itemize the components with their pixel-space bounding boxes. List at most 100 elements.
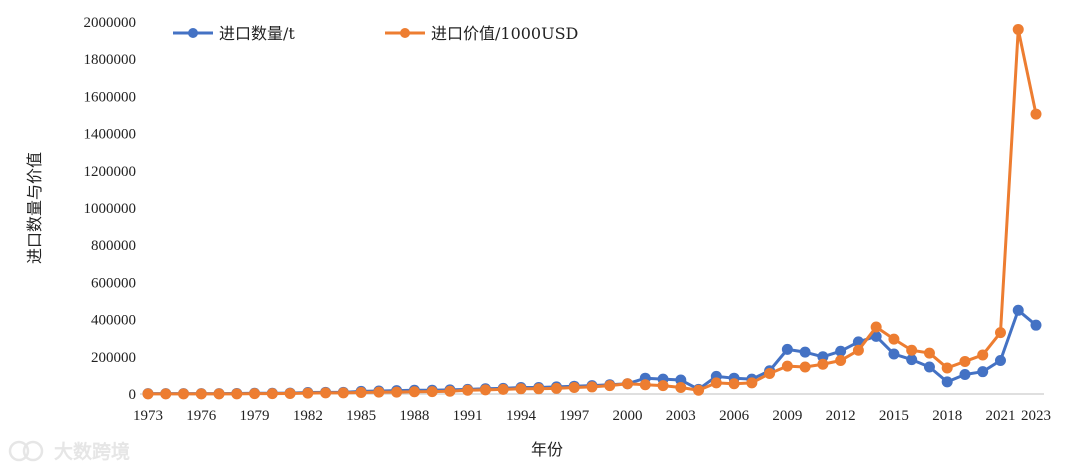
series-1-point-2019 [959,355,971,367]
series-1-point-1998 [586,381,598,393]
series-1-point-2016 [906,344,918,356]
series-0-point-2014 [870,330,882,342]
series-1-point-1976 [195,388,207,400]
legend-marker-value [400,28,410,38]
series-1-point-1989 [426,386,438,398]
legend-entry-quantity: 进口数量/t [173,24,295,43]
series-1-point-2006 [728,378,740,390]
series-layer [142,23,1042,400]
x-tick-label-1: 1976 [186,408,217,424]
x-tick-label-0: 1973 [133,408,163,424]
series-1-point-2017 [923,347,935,359]
y-tick-label-7: 1400000 [84,127,137,143]
series-0-point-2012 [835,345,847,357]
series-1-point-2014 [870,321,882,333]
series-1-point-1980 [266,388,278,400]
x-tick-label-2: 1979 [240,408,270,424]
series-1-point-1973 [142,388,154,400]
legend-marker-quantity [188,28,198,38]
series-1-point-1990 [444,385,456,397]
x-tick-label-9: 2000 [613,408,643,424]
series-0-point-2009 [781,343,793,355]
legend-entry-value: 进口价值/1000USD [385,24,578,43]
series-1-point-1977 [213,388,225,400]
y-tick-label-4: 800000 [91,238,136,254]
series-1-point-2011 [817,358,829,370]
series-1-point-2003 [675,381,687,393]
series-1-point-1996 [550,382,562,394]
y-tick-label-8: 1600000 [84,89,137,105]
y-tick-label-6: 1200000 [84,164,137,180]
series-1-point-2009 [781,360,793,372]
series-1-point-1992 [479,384,491,396]
series-1-point-1987 [391,386,403,398]
series-0-point-2018 [941,376,953,388]
series-1-point-1984 [337,387,349,399]
series-1-point-1999 [604,380,616,392]
x-tick-label-17: 2023 [1021,408,1051,424]
series-1-point-1994 [515,383,527,395]
series-1-point-2023 [1030,108,1042,120]
series-1-point-2005 [710,377,722,389]
series-0-point-2023 [1030,319,1042,331]
x-tick-label-5: 1988 [399,408,429,424]
series-1-point-2013 [852,344,864,356]
legend: 进口数量/t 进口价值/1000USD [173,24,578,43]
series-1-point-1981 [284,387,296,399]
series-1-point-2010 [799,361,811,373]
series-0-point-2019 [959,368,971,380]
series-1-point-2018 [941,362,953,374]
y-axis-title: 进口数量与价值 [25,152,44,264]
series-1-point-1983 [320,387,332,399]
series-0-point-2010 [799,346,811,358]
series-0-point-2022 [1012,304,1024,316]
tick-labels: 0 200000 400000 600000 800000 1000000 1200000 1… [84,15,1052,424]
series-1-point-2007 [746,377,758,389]
series-1-point-2012 [835,355,847,367]
legend-label-value: 进口价值/1000USD [431,24,578,43]
legend-label-quantity: 进口数量/t [219,24,295,43]
x-tick-label-15: 2018 [932,408,962,424]
series-0-point-2017 [923,361,935,373]
series-1-point-2020 [977,349,989,361]
watermark-logo-icon [8,440,44,462]
y-tick-label-5: 1000000 [84,201,137,217]
series-0-point-2015 [888,348,900,360]
x-tick-label-16: 2021 [985,408,1015,424]
x-tick-label-3: 1982 [293,408,323,424]
y-tick-label-10: 2000000 [84,15,137,31]
series-1-point-1985 [355,387,367,399]
y-tick-label-2: 400000 [91,313,136,329]
series-1-point-1993 [497,383,509,395]
series-1-point-1974 [160,388,172,400]
series-1-point-1975 [178,388,190,400]
series-1-point-2000 [622,378,634,390]
y-tick-label-9: 1800000 [84,52,137,68]
x-tick-label-11: 2006 [719,408,750,424]
series-1-point-2022 [1012,23,1024,35]
x-tick-label-12: 2009 [772,408,802,424]
series-1-point-1995 [533,383,545,395]
x-axis-title: 年份 [531,440,563,459]
series-1-point-1982 [302,387,314,399]
x-tick-label-10: 2003 [666,408,696,424]
series-1-point-1988 [408,386,420,398]
watermark: 大数跨境 [8,440,130,463]
series-line-1 [148,27,1038,396]
series-1-point-2015 [888,333,900,345]
x-tick-label-13: 2012 [826,408,856,424]
watermark-text: 大数跨境 [54,440,130,463]
y-tick-label-1: 200000 [91,350,136,366]
series-1-point-2002 [657,380,669,392]
y-tick-label-0: 0 [129,387,137,403]
x-tick-label-14: 2015 [879,408,909,424]
series-1-point-1991 [462,384,474,396]
x-tick-label-4: 1985 [346,408,376,424]
x-tick-label-7: 1994 [506,408,537,424]
series-1-point-1986 [373,386,385,398]
series-0-point-2020 [977,366,989,378]
x-tick-label-6: 1991 [453,408,483,424]
series-1-point-2004 [693,384,705,396]
series-1-point-1978 [231,388,243,400]
series-1-point-2001 [639,379,651,391]
